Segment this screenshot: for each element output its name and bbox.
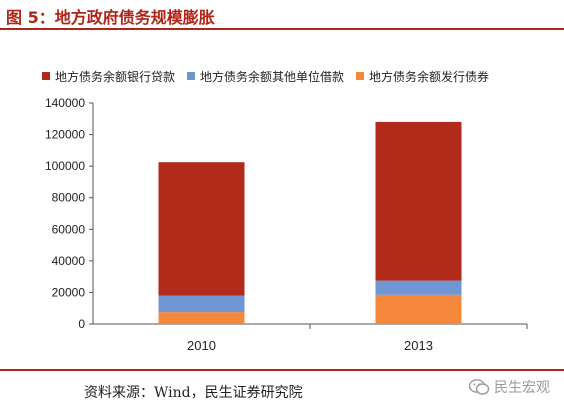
bar-chart: 0 20000 40000 60000 80000 100000 120000 140000 2… [45, 96, 528, 353]
y-tick-label: 120000 [45, 128, 85, 142]
y-tick-label: 0 [78, 317, 85, 331]
bar-segment [158, 295, 245, 313]
chart-area: 地方债务余额银行贷款 地方债务余额其他单位借款 地方债务余额发行债券 0 20000 4… [0, 30, 564, 366]
watermark-text: 民生宏观 [494, 380, 550, 396]
legend-label: 地方债务余额其他单位借款 [200, 69, 345, 84]
legend-item: 地方债务余额其他单位借款 [187, 68, 344, 85]
y-tick-label: 20000 [52, 285, 86, 299]
watermark: 民生宏观 [468, 377, 550, 397]
x-tick-label: 2013 [404, 338, 433, 353]
figure-title: 图 5：地方政府债务规模膨胀 [6, 8, 215, 27]
legend-swatch [42, 72, 50, 80]
y-tick-label: 40000 [52, 254, 86, 268]
x-tick-label: 2010 [187, 338, 216, 353]
legend-item: 地方债务余额发行债券 [356, 68, 489, 85]
legend-label: 地方债务余额发行债券 [369, 69, 490, 84]
bar-segment [375, 121, 462, 281]
legend-label: 地方债务余额银行贷款 [55, 69, 176, 84]
bar-segment [375, 294, 462, 324]
legend-swatch [356, 72, 365, 80]
y-tick-label: 60000 [52, 222, 86, 236]
source-note: 资料来源：Wind，民生证券研究院 [84, 385, 303, 401]
figure-title-bar: 图 5：地方政府债务规模膨胀 [0, 0, 564, 30]
chart-legend: 地方债务余额银行贷款 地方债务余额其他单位借款 地方债务余额发行债券 [42, 67, 501, 85]
legend-swatch [187, 72, 196, 80]
y-tick-label: 100000 [45, 159, 85, 173]
wechat-icon [468, 379, 490, 395]
y-tick-label: 140000 [45, 96, 85, 110]
bar-segment [158, 162, 245, 296]
source-bar: 资料来源：Wind，民生证券研究院 民生宏观 [0, 369, 564, 407]
legend-item: 地方债务余额银行贷款 [42, 68, 175, 85]
y-tick-label: 80000 [52, 191, 86, 205]
bar-segment [158, 312, 245, 324]
bar-segment [375, 280, 462, 295]
